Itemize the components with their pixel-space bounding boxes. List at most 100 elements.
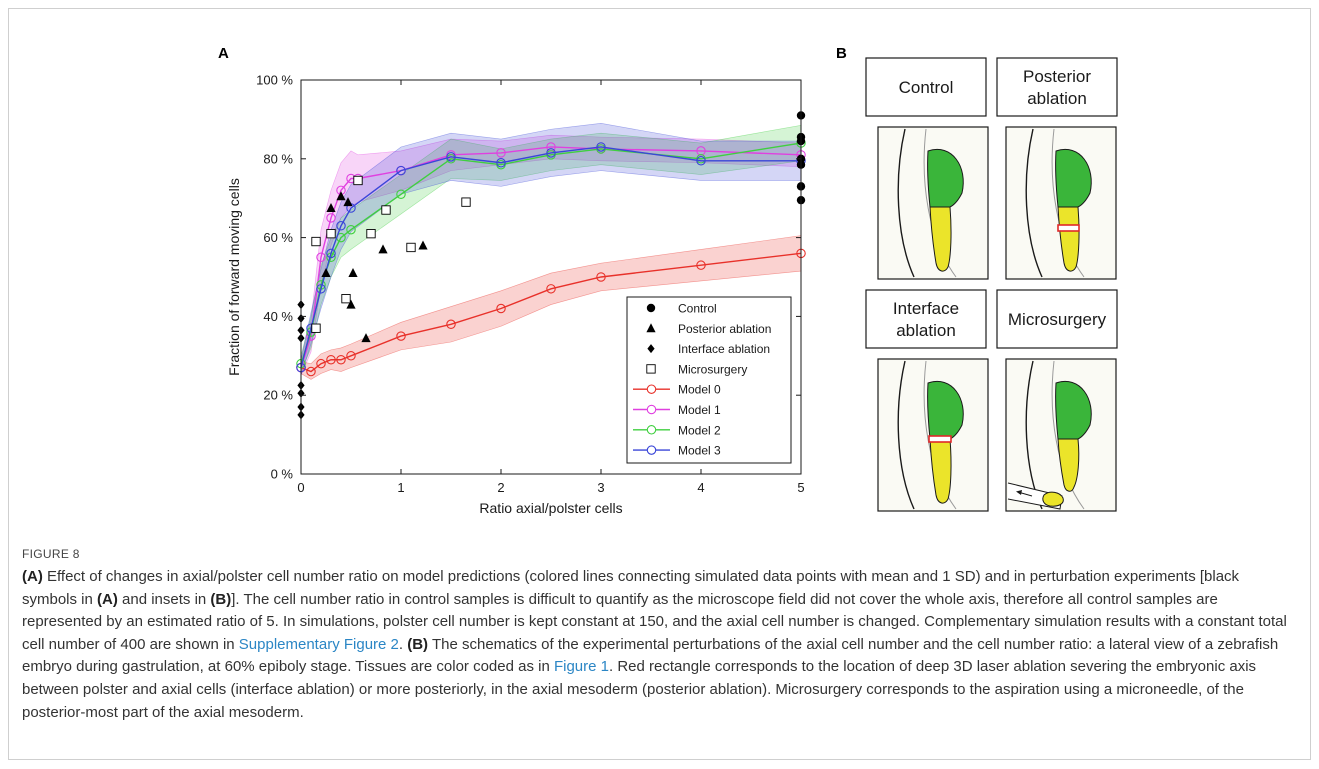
experiment-square-point (406, 242, 416, 253)
experiment-square-point (311, 236, 321, 247)
experiment-triangle-point (348, 268, 358, 278)
series-3-point (316, 284, 326, 294)
y-tick-label: 80 % (263, 151, 293, 166)
legend-line-marker (646, 425, 657, 435)
chart-legend: Control Posterior ablation Interface ablat… (626, 296, 792, 464)
x-tick-label: 3 (597, 480, 604, 495)
series-0-point (316, 358, 326, 369)
caption-text-3: ]. The cell number ratio in control samp… (22, 590, 1287, 653)
inset-interface-ablation-title-text: Interface (893, 299, 959, 318)
inset-control-embryo-outline (897, 128, 915, 278)
x-tick-label: 0 (297, 480, 304, 495)
figure-8-graphic: A 0 1 2 3 4 5 0 % 20 % 40 % 60 % 80 % 100 % Ratio axi… (218, 45, 1118, 516)
series-line-3 (300, 146, 801, 368)
experiment-triangle-point (418, 240, 428, 250)
inset-interface-ablation-ablation-rectangle (928, 435, 952, 443)
figure-frame (8, 8, 1311, 760)
panel-b-label: B (836, 45, 847, 62)
inset-interface-ablation-title-text: ablation (896, 321, 956, 340)
inset-posterior-ablation-embryo-outline (1025, 128, 1043, 278)
experiment-square-point (461, 197, 471, 207)
experiment-triangle-point (343, 197, 353, 207)
y-tick-label: 40 % (263, 309, 293, 324)
series-0-point (696, 260, 706, 270)
experiment-triangle-point (378, 244, 388, 254)
legend-marker-square (646, 364, 656, 374)
series-3-point (696, 156, 706, 166)
experiment-square-point (366, 229, 376, 239)
panel-b-schematics: B Control Posterior ablation Interface ablati… (836, 45, 1118, 512)
series-0-point (306, 366, 316, 377)
experiment-square-point (326, 229, 336, 239)
experiment-square-point (381, 205, 391, 215)
legend-marker-circle (646, 303, 656, 313)
x-tick-label: 2 (497, 480, 504, 495)
caption-ref-a-inline: (A) (97, 590, 118, 608)
series-0-point (396, 331, 406, 341)
series-0-point (336, 354, 346, 365)
series-3-point (446, 152, 456, 162)
inset-microsurgery-title-text: Microsurgery (1008, 310, 1107, 329)
series-line-0 (300, 252, 802, 373)
caption-text-1: Effect of changes in axial/polster cell … (22, 568, 1240, 608)
inset-interface-ablation-axial-tissue (929, 438, 952, 504)
inset-microsurgery-polster-tissue (1055, 380, 1092, 440)
series-0-point (546, 284, 556, 294)
series-3-point (596, 142, 606, 152)
series-1-point (316, 252, 326, 263)
experiment-triangle-point (361, 333, 371, 343)
plot-area-frame (300, 79, 802, 475)
y-tick-label: 0 % (271, 467, 294, 482)
y-tick-label: 20 % (263, 388, 293, 403)
inset-microsurgery-aspirated-tissue (1042, 491, 1064, 507)
inset-posterior-ablation-title-text: ablation (1027, 89, 1087, 108)
series-0-point (346, 351, 356, 361)
legend-entry: Control (678, 302, 717, 316)
y-axis-label: Fraction of forward moving cells (226, 178, 242, 376)
legend-entry: Model 2 (678, 423, 721, 437)
inset-microsurgery-embryo-margin (1051, 360, 1085, 510)
legend-line-marker (646, 445, 657, 455)
panel-a-label: A (218, 45, 229, 62)
legend-line-marker (646, 404, 657, 415)
series-0-point (446, 319, 456, 330)
y-tick-label: 100 % (256, 73, 293, 88)
experiment-triangle-point (336, 191, 346, 201)
experiment-triangle-point (326, 203, 336, 213)
caption-text-6: . Red rectangle corresponds to the locat… (22, 658, 1257, 721)
figure-1-link[interactable]: Figure 1 (553, 658, 609, 676)
legend-entry: Interface ablation (678, 342, 770, 356)
caption-text-2: and insets in (117, 590, 211, 608)
experiment-square-point (341, 294, 351, 304)
experiment-square-point (353, 175, 363, 186)
series-2-point (396, 189, 406, 200)
legend-entry: Microsurgery (678, 362, 747, 376)
inset-posterior-ablation-polster-tissue (1055, 148, 1092, 208)
inset-control-title-text: Control (899, 78, 954, 97)
x-tick-label: 5 (797, 480, 804, 495)
inset-interface-ablation-polster-tissue (927, 380, 964, 440)
inset-microsurgery-axial-tissue (1057, 438, 1080, 492)
series-0-point (596, 272, 606, 282)
x-axis-label: Ratio axial/polster cells (479, 500, 622, 516)
inset-microsurgery-embryo (1005, 358, 1117, 512)
series-3-point (396, 165, 406, 176)
inset-interface-ablation-title-box (865, 289, 987, 349)
caption-ref-a: (A) (22, 568, 43, 585)
inset-posterior-ablation-embryo (1005, 126, 1117, 280)
legend-entry: Model 3 (678, 444, 721, 458)
experiment-triangle-point (346, 299, 356, 309)
legend-box (626, 296, 792, 464)
inset-microsurgery-title-box (996, 289, 1118, 349)
supplementary-figure-2-link[interactable]: Supplementary Figure 2 (238, 635, 399, 653)
inset-control-axial-tissue (929, 206, 952, 272)
inset-microsurgery-schematic-frame (1005, 358, 1117, 512)
legend-entry: Model 1 (678, 403, 721, 417)
inset-control-title-box (865, 57, 987, 117)
inset-posterior-ablation-title-box (996, 57, 1118, 117)
x-tick-label: 4 (697, 480, 704, 495)
inset-posterior-ablation-axial-tissue (1057, 206, 1080, 272)
figure-caption-label: FIGURE 8 (22, 547, 80, 561)
legend-line-marker (646, 384, 657, 394)
caption-ref-b-inline: (B) (210, 590, 232, 608)
